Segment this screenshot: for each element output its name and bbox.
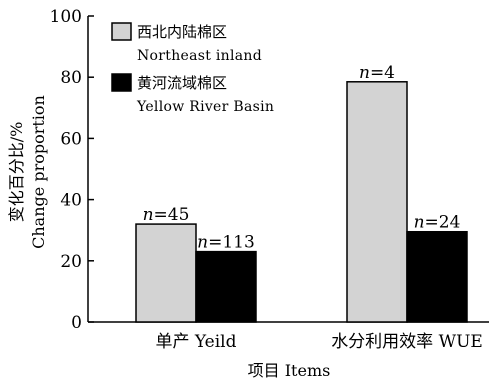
legend-swatch <box>111 73 132 92</box>
bar-value-label: n=4 <box>359 63 395 83</box>
y-tick-label: 20 <box>60 252 82 272</box>
bars <box>135 81 468 323</box>
legend-label: 西北内陆棉区 <box>137 23 227 41</box>
x-tick-label: 单产 Yeild <box>156 332 237 352</box>
bar-value-label: n=113 <box>197 233 255 253</box>
y-tick-label: 80 <box>60 68 82 88</box>
legend-label-en: Northeast inland <box>137 48 262 64</box>
bar-labels: n=45 n=4 n=113 n=24 <box>143 63 461 253</box>
y-tick-label: 40 <box>60 191 82 211</box>
bar-value-label: n=45 <box>143 205 190 225</box>
bar <box>346 81 408 323</box>
bar-value-label: n=24 <box>414 213 461 233</box>
bar <box>406 230 468 323</box>
bar <box>135 223 197 323</box>
y-axis-title-en: Change proportion <box>29 95 48 249</box>
y-axis-title-cn: 变化百分比/% <box>7 122 26 223</box>
x-axis: 单产 Yeild 水分利用效率 WUE <box>88 316 489 352</box>
legend-swatch <box>111 22 132 41</box>
legend-label: 黄河流域棉区 <box>137 74 227 92</box>
y-tick-label: 60 <box>60 129 82 149</box>
y-tick-label: 0 <box>71 313 82 333</box>
x-tick-label: 水分利用效率 WUE <box>331 332 483 352</box>
legend-label-en: Yellow River Basin <box>136 99 274 115</box>
x-axis-title: 项目 Items <box>248 361 331 380</box>
y-tick-label: 100 <box>50 7 82 27</box>
legend: 西北内陆棉区 Northeast inland 黄河流域棉区 Yellow River… <box>111 22 274 115</box>
bar <box>195 250 257 323</box>
y-axis: 0 20 40 60 80 100 <box>50 7 94 333</box>
